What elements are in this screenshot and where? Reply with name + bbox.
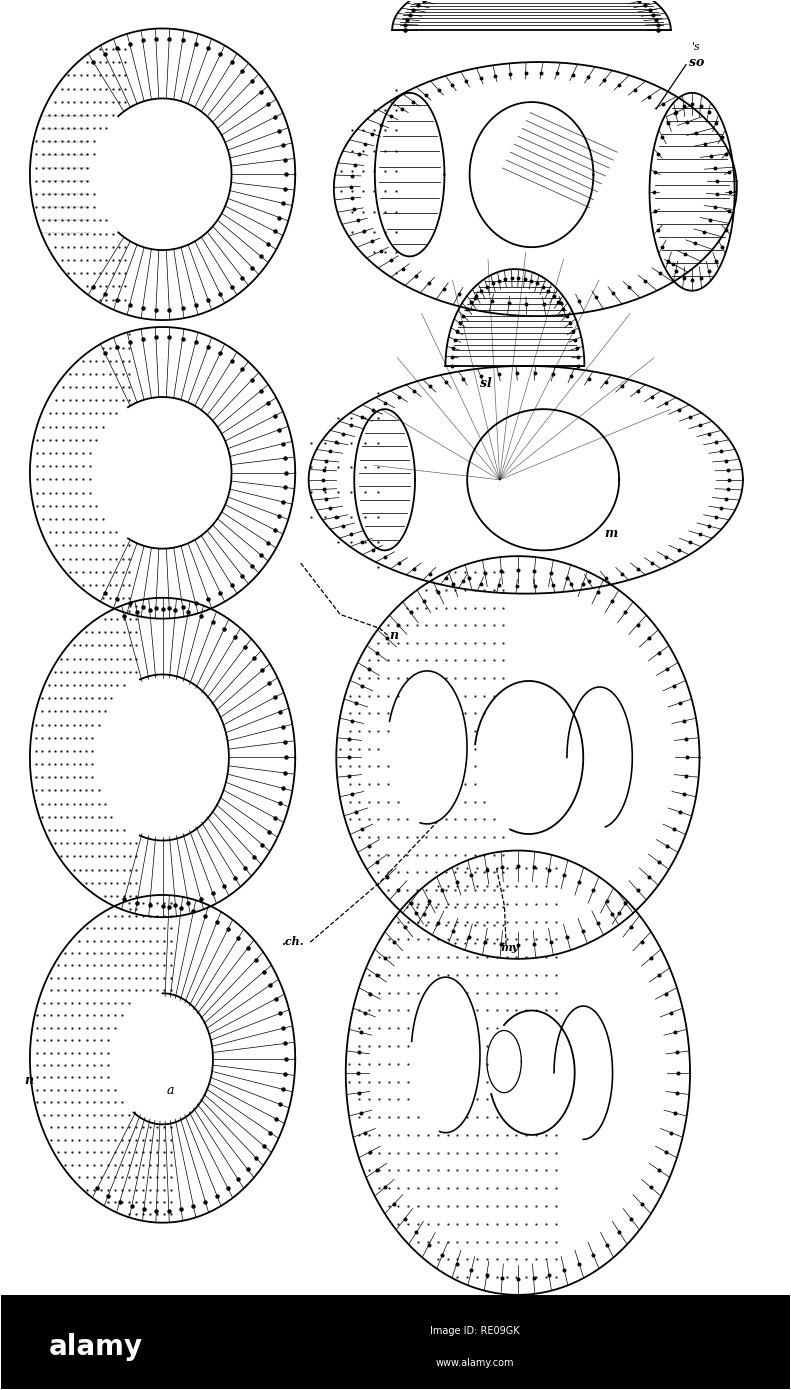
Text: n: n — [25, 1074, 33, 1087]
Text: Image ID: RE09GK: Image ID: RE09GK — [430, 1326, 519, 1336]
Text: a: a — [167, 1084, 174, 1097]
Text: sl: sl — [480, 377, 492, 389]
Text: my: my — [501, 941, 519, 952]
Text: so: so — [689, 56, 705, 68]
Text: 's: 's — [691, 42, 700, 51]
Text: m: m — [604, 527, 618, 539]
Text: n: n — [389, 630, 399, 642]
Text: .ch.: .ch. — [282, 935, 305, 947]
Text: www.alamy.com: www.alamy.com — [435, 1358, 513, 1368]
Bar — [1, 1295, 790, 1390]
Text: alamy: alamy — [48, 1333, 142, 1361]
